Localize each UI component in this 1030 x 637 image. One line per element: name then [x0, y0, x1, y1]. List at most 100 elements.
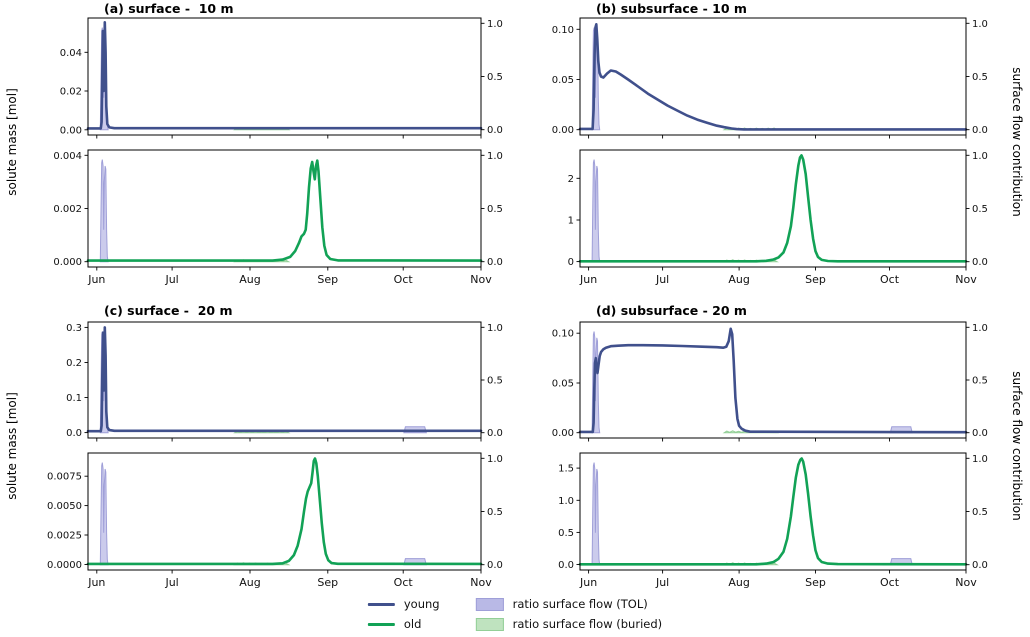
- panel-b-young: 0.00 0.05 0.10 0.0 0.5 1.0: [552, 17, 988, 139]
- x-tick-label: Nov: [955, 273, 977, 286]
- y-tick-label-right: 0.5: [487, 72, 503, 83]
- x-tick-label: Nov: [470, 576, 492, 589]
- axes-box: [87, 452, 482, 571]
- x-tick-label: Oct: [880, 273, 900, 286]
- axes-box: [87, 321, 482, 439]
- y-tick-label-left: 0.2: [66, 358, 82, 369]
- series-young: [578, 23, 968, 131]
- x-tick-label: Aug: [239, 273, 260, 286]
- y-tick-label-right: 0.0: [972, 257, 988, 268]
- x-tick-label: Sep: [805, 273, 826, 286]
- y-tick-label-right: 0.0: [972, 125, 988, 136]
- y-tick-label-right: 0.0: [972, 560, 988, 571]
- series-ratio-tol: [99, 462, 109, 566]
- y-tick-label-right: 0.5: [972, 204, 988, 215]
- x-tick-label: Jun: [87, 576, 105, 589]
- y-tick-label-right: 0.5: [487, 204, 503, 215]
- axes-box: [87, 149, 482, 268]
- young-line-swatch: [367, 602, 395, 606]
- y-tick-label-right: 1.0: [487, 323, 503, 334]
- series-old: [578, 154, 968, 263]
- y-tick-label-right: 1.0: [972, 151, 988, 162]
- x-tick-label: Aug: [728, 273, 749, 286]
- y-tick-label-left: 0.0: [66, 428, 82, 439]
- y-tick-label-right: 0.0: [972, 428, 988, 439]
- x-tick-label: Jun: [87, 273, 105, 286]
- x-tick-label: Sep: [805, 576, 826, 589]
- x-tick-label: Oct: [880, 576, 900, 589]
- series-old: [86, 457, 483, 566]
- y-tick-label-right: 0.5: [487, 507, 503, 518]
- y-tick-label-right: 0.5: [972, 72, 988, 83]
- axes-box: [579, 452, 967, 571]
- legend-item-ratio-tol: ratio surface flow (TOL): [475, 597, 663, 611]
- y-axis-label-flow-contribution-top: surface flow contribution: [1010, 67, 1024, 217]
- y-tick-label-left: 0.002: [53, 204, 82, 215]
- y-tick-label-right: 1.0: [487, 151, 503, 162]
- y-tick-label-left: 0.0050: [47, 501, 82, 512]
- panel-d-title: (d) subsurface - 20 m: [596, 303, 747, 318]
- y-tick-label-right: 1.0: [487, 454, 503, 465]
- ratio-buried-patch-swatch: [475, 617, 504, 631]
- legend-label-old: old: [403, 617, 422, 631]
- series-ratio-tol: [591, 462, 601, 566]
- x-tick-label: Jun: [579, 273, 597, 286]
- ratio-tol-patch-swatch: [475, 597, 504, 611]
- y-tick-label-left: 0.5: [558, 528, 574, 539]
- x-tick-label: Oct: [394, 273, 414, 286]
- axes-box: [579, 321, 967, 439]
- x-tick-label: Jul: [164, 273, 178, 286]
- x-tick-label: Jul: [655, 273, 669, 286]
- panel-b-title: (b) subsurface - 10 m: [596, 1, 747, 16]
- legend-label-ratio-buried: ratio surface flow (buried): [512, 617, 663, 631]
- x-tick-label: Sep: [317, 273, 338, 286]
- y-tick-label-right: 0.0: [487, 125, 503, 136]
- panel-c-title: (c) surface - 20 m: [104, 303, 233, 318]
- panel-c-old: Jun Jul Aug Sep Oct Nov0.00000.00250.00500.00…: [47, 452, 503, 589]
- y-tick-label-right: 0.5: [487, 376, 503, 387]
- panel-a-young: 0.00 0.02 0.04 0.0 0.5 1.0: [60, 17, 503, 139]
- y-tick-label-right: 1.0: [972, 19, 988, 30]
- series-ratio-tol: [99, 159, 109, 263]
- y-tick-label-left: 1.5: [558, 464, 574, 475]
- y-tick-label-left: 0.0: [558, 560, 574, 571]
- legend-item-ratio-buried: ratio surface flow (buried): [475, 617, 663, 631]
- series-old: [578, 457, 968, 566]
- legend-label-ratio-tol: ratio surface flow (TOL): [512, 597, 648, 611]
- legend-item-old: old: [367, 617, 440, 631]
- x-tick-label: Nov: [470, 273, 492, 286]
- panel-d-young: 0.00 0.05 0.10 0.0 0.5 1.0: [552, 321, 988, 442]
- legend-label-young: young: [403, 597, 440, 611]
- y-tick-label-left: 0.05: [552, 75, 574, 86]
- panel-d-old: Jun Jul Aug Sep Oct Nov 0.0 0.5 1.0 1.5 0.0 0.5 1.0: [558, 452, 988, 589]
- axes-box: [579, 149, 967, 268]
- legend: young old ratio surface flow (TOL) ratio…: [367, 597, 663, 631]
- axes-box: [87, 17, 482, 136]
- panel-c-young: 0.0 0.1 0.2 0.3 0.0 0.5 1.0: [66, 321, 503, 442]
- legend-item-young: young: [367, 597, 440, 611]
- y-tick-label-right: 0.0: [487, 257, 503, 268]
- y-axis-label-flow-contribution-bottom: surface flow contribution: [1010, 371, 1024, 521]
- panel-b-old: Jun Jul Aug Sep Oct Nov 0 1 2 0.0 0.5 1.0: [568, 149, 988, 286]
- x-tick-label: Nov: [955, 576, 977, 589]
- x-tick-label: Jul: [164, 576, 178, 589]
- y-tick-label-left: 0.0075: [47, 472, 82, 483]
- y-tick-label-left: 1: [568, 216, 574, 227]
- panel-a-old: Jun Jul Aug Sep Oct Nov 0.000 0.002 0.004 0.0 0.5 1…: [53, 149, 503, 286]
- series-young: [578, 327, 968, 434]
- y-tick-label-left: 0.1: [66, 393, 82, 404]
- old-line-swatch: [367, 622, 395, 626]
- y-tick-label-right: 0.5: [972, 376, 988, 387]
- y-tick-label-left: 0.00: [60, 125, 82, 136]
- y-tick-label-right: 1.0: [972, 323, 988, 334]
- series-old: [86, 159, 483, 262]
- y-tick-label-left: 0.02: [60, 87, 82, 98]
- y-tick-label-right: 0.5: [972, 507, 988, 518]
- y-tick-label-left: 0.000: [53, 257, 82, 268]
- y-tick-label-left: 0.00: [552, 125, 574, 136]
- series-ratio-tol: [591, 159, 601, 263]
- y-tick-label-left: 1.0: [558, 496, 574, 507]
- y-tick-label-left: 2: [568, 174, 574, 185]
